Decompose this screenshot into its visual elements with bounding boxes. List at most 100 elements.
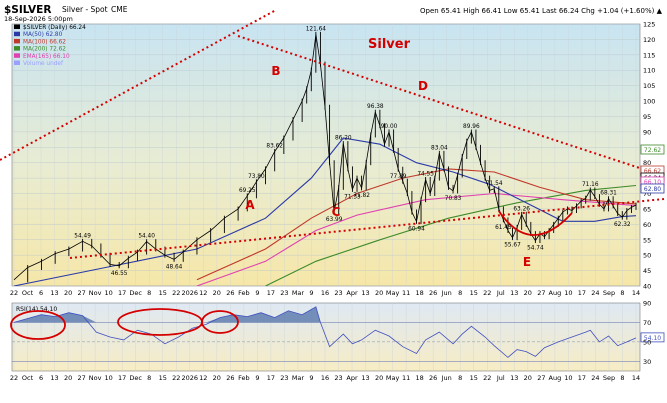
- x-tick-label: Oct: [22, 289, 34, 297]
- rsi-series: [13, 306, 637, 358]
- price-label: 83.04: [431, 145, 448, 151]
- price-tag-label: 62.80: [644, 186, 661, 193]
- price-tag-label: 72.62: [644, 147, 661, 154]
- x-tick-label: 20: [524, 289, 532, 297]
- price-label: 48.64: [166, 264, 183, 270]
- price-tag-label: 66.10: [644, 179, 661, 186]
- quote-stats: Open 65.41 High 66.41 Low 65.41 Last 66.…: [420, 7, 663, 15]
- x-tick-label: 13: [50, 289, 58, 297]
- rsi-x-tick-label: Jun: [441, 374, 452, 382]
- rsi-x-tick-label: 8: [620, 374, 624, 382]
- chart-exchange: CME: [111, 5, 128, 14]
- rsi-x-tick-label: 9: [309, 374, 313, 382]
- y-tick-label: 65: [643, 205, 651, 213]
- rsi-x-tick-label: Dec: [129, 374, 142, 382]
- price-label: 55.67: [504, 243, 521, 249]
- x-tick-label: 27: [77, 289, 85, 297]
- rsi-x-tick-label: 22: [172, 374, 180, 382]
- x-tick-label: Dec: [129, 289, 142, 297]
- rsi-x-tick-label: 13: [50, 374, 58, 382]
- price-label: 73.80: [248, 174, 265, 180]
- y-tick-label: 80: [643, 159, 651, 167]
- price-label: 60.94: [408, 226, 425, 232]
- rsi-x-tick-label: 23: [334, 374, 342, 382]
- point-label-b: B: [271, 64, 280, 78]
- x-tick-label: 13: [361, 289, 369, 297]
- x-tick-label: 6: [39, 289, 43, 297]
- chart-instrument-name: Silver - Spot: [62, 5, 108, 14]
- x-tick-label: Sep: [603, 289, 615, 297]
- legend-swatch: [14, 24, 20, 29]
- x-tick-label: 22: [483, 289, 491, 297]
- chart-annotation-title: Silver: [368, 37, 411, 52]
- rsi-line: [13, 306, 637, 358]
- rsi-x-tick-label: 2026: [182, 374, 199, 382]
- price-label: 63.99: [326, 217, 343, 223]
- x-tick-label: 26: [226, 289, 234, 297]
- x-tick-label: 20: [375, 289, 383, 297]
- rsi-x-tick-label: 15: [470, 374, 478, 382]
- y-tick-label: 55: [643, 236, 651, 244]
- rsi-y-tick-label: 30: [643, 358, 651, 366]
- x-tick-label: 22: [172, 289, 180, 297]
- y-tick-label: 45: [643, 267, 651, 275]
- rsi-x-tick-label: 14: [632, 374, 640, 382]
- x-tick-label: 8: [458, 289, 462, 297]
- y-tick-label: 110: [643, 67, 655, 75]
- legend-label: EMA(165) 66.10: [23, 54, 70, 60]
- price-label: 86.20: [335, 136, 352, 142]
- x-tick-label: 11: [402, 289, 410, 297]
- rsi-y-tick-label: 70: [643, 319, 651, 327]
- point-label-a: A: [245, 198, 255, 212]
- price-label: 46.55: [111, 271, 128, 277]
- x-tick-label: 17: [578, 289, 586, 297]
- price-label: 54.40: [138, 234, 155, 240]
- x-tick-label: 17: [267, 289, 275, 297]
- rsi-x-tick-label: 20: [64, 374, 72, 382]
- x-tick-label: 9: [309, 289, 313, 297]
- legend-label: MA(200) 72.62: [23, 47, 66, 53]
- x-tick-label: 20: [64, 289, 72, 297]
- rsi-x-tick-label: 17: [267, 374, 275, 382]
- legend-swatch: [14, 46, 20, 51]
- price-label: 54.74: [527, 246, 544, 252]
- moving-averages: [13, 137, 637, 286]
- point-label-c: C: [332, 205, 341, 219]
- y-tick-label: 95: [643, 113, 651, 121]
- y-tick-label: 120: [643, 36, 655, 44]
- price-label: 83.62: [266, 144, 283, 150]
- rsi-x-tick-label: 13: [510, 374, 518, 382]
- x-tick-label: 14: [632, 289, 640, 297]
- main-plot-area: [11, 23, 641, 287]
- price-line: [13, 34, 637, 281]
- ma200-line: [265, 184, 637, 286]
- x-tick-label: Apr: [346, 289, 358, 297]
- rsi-x-tick-label: 8: [458, 374, 462, 382]
- price-label: 61.45: [495, 225, 512, 231]
- rsi-x-tick-label: 27: [537, 374, 545, 382]
- upper-left-trendline: [0, 9, 277, 161]
- rsi-x-tick-label: May: [386, 374, 400, 382]
- chart-symbol: $SILVER: [4, 4, 51, 16]
- rsi-x-tick-label: 23: [280, 374, 288, 382]
- x-tick-label: Feb: [238, 289, 250, 297]
- rsi-x-tick-label: 12: [199, 374, 207, 382]
- rsi-x-tick-label: 20: [375, 374, 383, 382]
- y-tick-label: 115: [643, 51, 655, 59]
- rsi-x-tick-label: 26: [429, 374, 437, 382]
- y-tick-label: 100: [643, 98, 655, 106]
- y-tick-label: 70: [643, 190, 651, 198]
- rsi-x-tick-label: Oct: [22, 374, 34, 382]
- legend-label: Volume undef: [23, 61, 64, 67]
- rsi-overbought-circle: [10, 310, 66, 340]
- x-tick-label: 16: [321, 289, 329, 297]
- x-tick-label: 23: [334, 289, 342, 297]
- x-tick-label: 15: [470, 289, 478, 297]
- ema165-line: [196, 192, 637, 286]
- y-tick-label: 50: [643, 252, 651, 260]
- x-tick-label: 9: [255, 289, 259, 297]
- rsi-annotations: RSI(14) 54.10 54.10: [10, 306, 665, 343]
- price-label: 69.25: [239, 188, 256, 194]
